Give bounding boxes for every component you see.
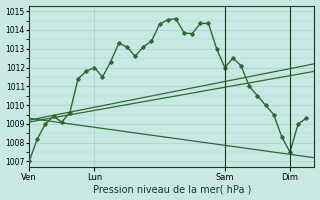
X-axis label: Pression niveau de la mer( hPa ): Pression niveau de la mer( hPa ) — [92, 184, 251, 194]
